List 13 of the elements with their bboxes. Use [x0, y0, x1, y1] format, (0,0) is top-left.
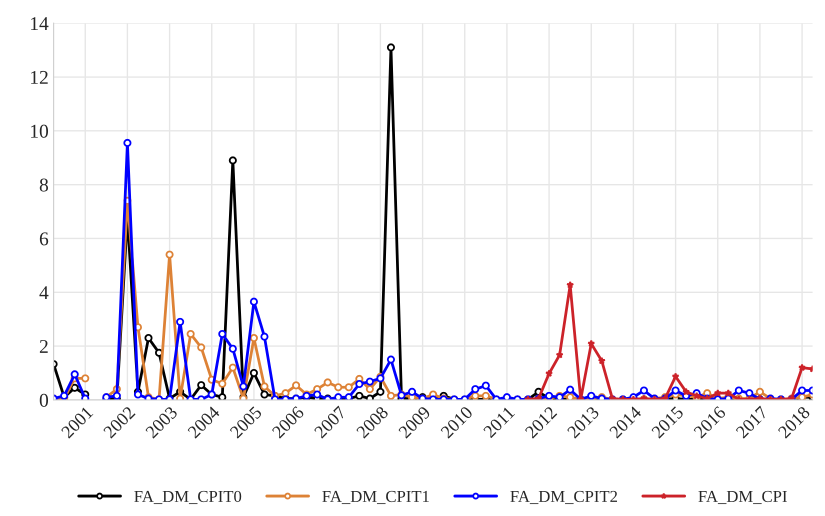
y-tick-label: 12: [31, 70, 48, 84]
x-tick-label: 2011: [482, 406, 516, 438]
y-tick-label: 10: [31, 124, 48, 138]
y-tick-label: 14: [31, 17, 48, 30]
legend-label: FA_DM_CPIT1: [322, 490, 429, 504]
legend-label: FA_DM_CPIT0: [134, 490, 242, 504]
y-tick-label: 8: [40, 178, 48, 192]
legend-label: FA_DM_CPI: [698, 490, 787, 504]
legend-label: FA_DM_CPIT2: [510, 490, 618, 504]
y-tick-label: 2: [40, 340, 48, 353]
y-tick-label: 4: [39, 286, 48, 300]
y-tick-label: 0: [40, 394, 48, 407]
y-tick-label: 6: [40, 232, 48, 246]
